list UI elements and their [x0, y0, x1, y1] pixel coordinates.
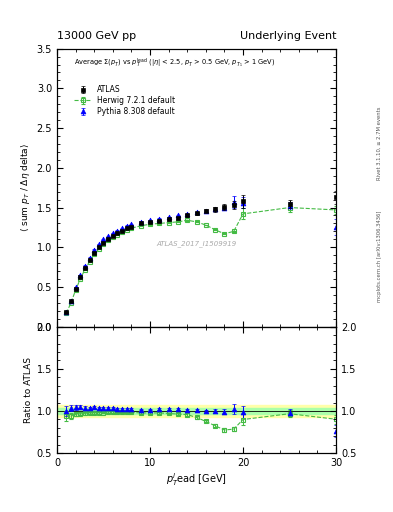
- Text: Underlying Event: Underlying Event: [239, 31, 336, 41]
- Y-axis label: $\langle$ sum $p_T$ / $\Delta\eta$ delta$\rangle$: $\langle$ sum $p_T$ / $\Delta\eta$ delta…: [20, 143, 33, 232]
- Legend: ATLAS, Herwig 7.2.1 default, Pythia 8.308 default: ATLAS, Herwig 7.2.1 default, Pythia 8.30…: [71, 82, 178, 119]
- Bar: [57, 405, 336, 417]
- Text: Average $\Sigma(p_T)$ vs $p_T^{\rm lead}$ ($|\eta|$ < 2.5, $p_T$ > 0.5 GeV, $p_{: Average $\Sigma(p_T)$ vs $p_T^{\rm lead}…: [74, 57, 275, 70]
- Text: ATLAS_2017_I1509919: ATLAS_2017_I1509919: [156, 240, 237, 247]
- Y-axis label: Ratio to ATLAS: Ratio to ATLAS: [24, 357, 33, 423]
- Bar: [57, 408, 336, 414]
- X-axis label: $p_T^l{\rm ead}$ [GeV]: $p_T^l{\rm ead}$ [GeV]: [166, 471, 227, 487]
- Text: mcplots.cern.ch [arXiv:1306.3436]: mcplots.cern.ch [arXiv:1306.3436]: [377, 210, 382, 302]
- Text: Rivet 3.1.10, ≥ 2.7M events: Rivet 3.1.10, ≥ 2.7M events: [377, 106, 382, 180]
- Text: 13000 GeV pp: 13000 GeV pp: [57, 31, 136, 41]
